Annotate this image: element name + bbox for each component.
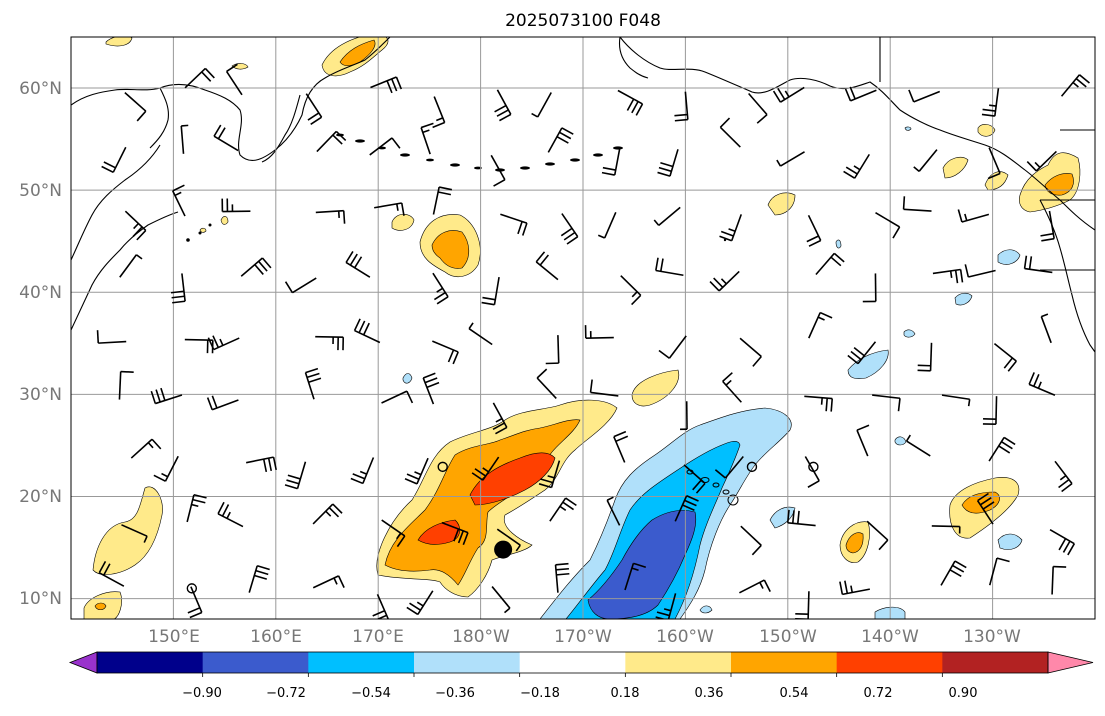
colorbar-segment [97,652,203,673]
colorbar-segment [731,652,837,673]
lon-label: 150°E [148,627,200,647]
colorbar-extend-high [1048,652,1093,673]
colorbar-tick-label: 0.54 [780,686,809,701]
colorbar-segment [625,652,731,673]
lat-label: 40°N [19,283,62,303]
longitude-labels: 150°E 160°E 170°E 180°W 170°W 160°W 150°… [148,627,1021,647]
lat-label: 30°N [19,385,62,405]
colorbar-tick-label: −0.90 [182,686,222,701]
colorbar-tick-label: −0.54 [351,686,391,701]
colorbar-segments [70,652,1093,677]
colorbar-tick-label: −0.18 [520,686,560,701]
figure-title: 2025073100 F048 [505,11,661,31]
lat-label: 60°N [19,79,62,99]
colorbar-segment [414,652,520,673]
colorbar-tick-label: 0.18 [611,686,640,701]
lon-label: 170°W [554,627,612,647]
colorbar-tick-label: 0.72 [864,686,893,701]
lon-label: 160°E [250,627,302,647]
lon-label: 130°W [963,627,1021,647]
colorbar-segment [942,652,1048,673]
storm-center-marker [494,541,512,559]
colorbar-tick-label: −0.36 [435,686,475,701]
colorbar-extend-low [70,652,97,673]
lon-label: 140°W [861,627,919,647]
colorbar-segment [837,652,943,673]
colorbar-segment [203,652,309,673]
colorbar-tick-label: −0.72 [266,686,306,701]
colorbar-tick-label: 0.90 [949,686,978,701]
lon-label: 170°E [352,627,404,647]
colorbar-segment [308,652,414,673]
lon-label: 160°W [656,627,714,647]
colorbar-tick-label: 0.36 [695,686,724,701]
lat-label: 50°N [19,181,62,201]
lat-label: 20°N [19,487,62,507]
lon-label: 180°W [452,627,510,647]
colorbar-segment [520,652,626,673]
latitude-labels: 60°N 50°N 40°N 30°N 20°N 10°N [19,79,62,609]
lat-label: 10°N [19,589,62,609]
colorbar: −0.90 −0.72 −0.54 −0.36 −0.18 0.18 0.36 … [70,652,1093,701]
lon-label: 150°W [759,627,817,647]
map-plot-area [71,34,1095,625]
